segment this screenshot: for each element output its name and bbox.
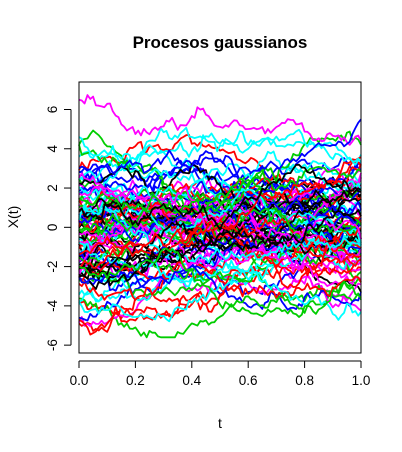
series-line-92 [78, 156, 362, 269]
y-axis-label: X(t) [5, 206, 21, 229]
series-line-79 [78, 198, 362, 255]
y-tick-label-3: 0 [45, 224, 60, 232]
x-tick-label-4: 0.8 [295, 373, 314, 388]
y-tick-label-5: 4 [45, 145, 60, 153]
y-tick-label-2: -2 [45, 261, 60, 273]
series-line-86 [78, 217, 361, 257]
series-layer [78, 94, 362, 339]
x-tick-label-5: 1.0 [352, 373, 371, 388]
series-line-59 [78, 126, 362, 179]
series-line-74 [78, 234, 362, 289]
x-tick-label-0: 0.0 [70, 373, 89, 388]
series-line-15 [78, 277, 362, 339]
series-line-85 [78, 187, 362, 280]
series-line-75 [78, 247, 362, 303]
y-tick-label-6: 6 [45, 106, 60, 114]
series-line-96 [78, 118, 362, 175]
series-line-99 [78, 264, 362, 323]
chart-title: Procesos gaussianos [133, 33, 308, 52]
series-line-67 [78, 163, 362, 232]
axes-layer: 0.0 0.2 0.4 0.6 0.8 1.0 -6 -4 -2 0 2 4 6 [45, 106, 370, 388]
series-line-94 [78, 94, 362, 146]
series-line-84 [78, 223, 362, 287]
series-line-89 [78, 203, 362, 264]
y-tick-label-0: -6 [45, 339, 60, 351]
x-axis-label: t [218, 415, 222, 431]
series-line-95 [78, 128, 362, 169]
y-tick-label-4: 2 [45, 184, 60, 192]
x-tick-label-3: 0.6 [239, 373, 258, 388]
x-tick-label-2: 0.4 [182, 373, 201, 388]
y-tick-label-1: -4 [45, 299, 60, 311]
series-line-65 [78, 164, 362, 270]
plot-frame [78, 81, 362, 354]
series-line-90 [78, 185, 362, 244]
x-tick-label-1: 0.2 [126, 373, 145, 388]
series-line-100 [78, 247, 362, 315]
series-line-52 [78, 164, 362, 217]
series-line-97 [78, 163, 362, 231]
series-line-91 [78, 209, 362, 287]
series-line-56 [78, 248, 362, 301]
series-line-98 [78, 275, 362, 336]
